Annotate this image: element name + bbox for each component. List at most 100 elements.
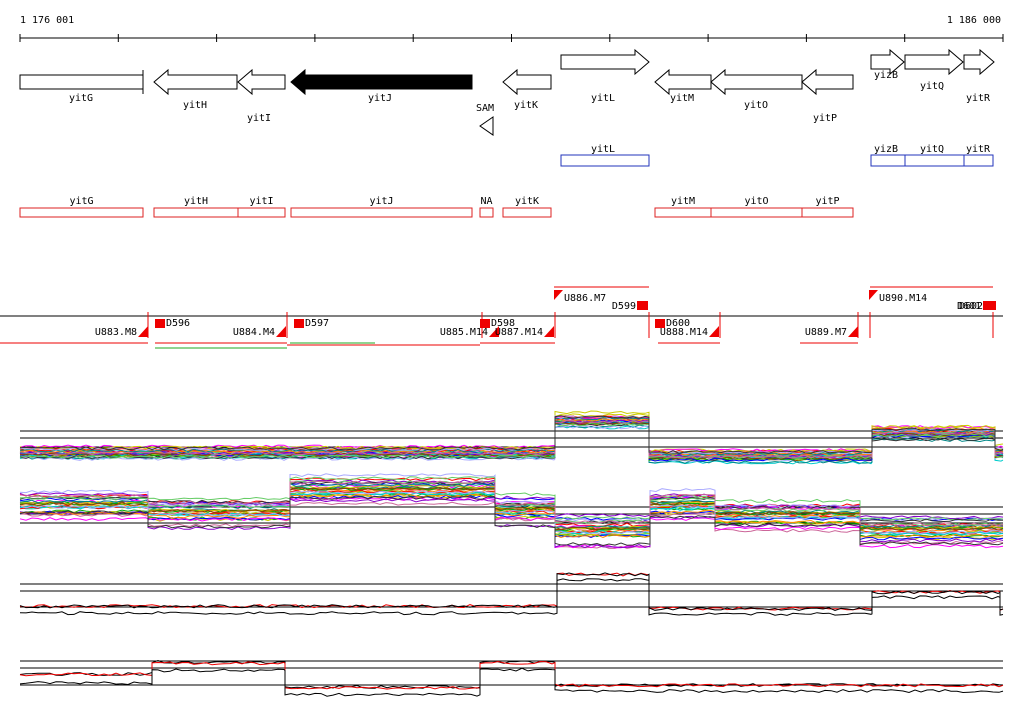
transcript-label: D599 <box>612 301 636 312</box>
expression-profile <box>19 419 1004 459</box>
transcript-label: U887.M14 <box>495 327 543 338</box>
transcript-label: D598 <box>491 318 515 329</box>
annotation-box <box>502 207 552 218</box>
annotation-label: yitG <box>69 196 93 207</box>
annotation-box <box>290 207 473 218</box>
gene-label: yitH <box>183 100 207 111</box>
transcript-label: U885.M14 <box>440 327 488 338</box>
gene-label: yitM <box>670 93 694 104</box>
transcript-label: D601 <box>957 301 981 312</box>
transcript-flag <box>848 326 858 337</box>
expression-profile <box>19 491 1004 536</box>
annotation-box <box>654 207 712 218</box>
transcript-marker <box>294 319 304 328</box>
gene-label: yitO <box>744 100 768 111</box>
transcript-label: U888.M14 <box>660 327 708 338</box>
expression-profile <box>19 495 1004 547</box>
expression-profile <box>19 501 1004 549</box>
transcript-label: U889.M7 <box>805 327 847 338</box>
gene-label: yizB <box>874 70 898 81</box>
gene-arrow <box>870 48 905 76</box>
gene-label: yitP <box>813 113 837 124</box>
gene-label: yitL <box>591 93 615 104</box>
terminator <box>479 116 494 136</box>
expression-profile <box>19 572 1004 612</box>
transcript-label: D597 <box>305 318 329 329</box>
operon-box <box>904 154 965 167</box>
expression-profile <box>19 480 1004 527</box>
annotation-label: yitM <box>671 196 695 207</box>
transcript-label: D596 <box>166 318 190 329</box>
transcript-marker <box>155 319 165 328</box>
expression-profile <box>19 660 1004 690</box>
gene-arrow <box>290 68 473 96</box>
transcript-label: D602 <box>959 301 983 312</box>
expression-profile <box>19 578 1004 616</box>
transcript-marker <box>480 319 490 328</box>
transcript-flag <box>554 290 563 300</box>
gene-arrow <box>502 68 552 96</box>
operon-box <box>870 154 906 167</box>
annotation-label: NA <box>480 196 492 207</box>
transcript-marker <box>637 301 648 310</box>
gene-label: SAM <box>476 103 494 114</box>
operon-label: yizB <box>874 144 898 155</box>
expression-profile <box>19 497 1004 549</box>
ruler-end: 1 186 000 <box>947 15 1001 26</box>
transcript-flag <box>709 326 719 337</box>
transcript-marker <box>983 301 996 310</box>
gene-arrow <box>801 68 854 96</box>
operon-label: yitL <box>591 144 615 155</box>
transcript-label: U884.M4 <box>233 327 275 338</box>
annotation-box <box>237 207 286 218</box>
ruler-start: 1 176 001 <box>20 15 74 26</box>
gene-label: yitG <box>69 93 93 104</box>
annotation-box <box>710 207 803 218</box>
expression-profile <box>19 415 1004 454</box>
expression-profile <box>19 422 1004 460</box>
gene-arrow <box>237 68 286 96</box>
transcript-label: U886.M7 <box>564 293 606 304</box>
transcript-flag <box>489 326 499 337</box>
annotation-box <box>801 207 854 218</box>
expression-profile <box>19 494 1004 541</box>
gene-arrow <box>560 48 650 76</box>
transcript-flag <box>138 326 148 337</box>
annotation-label: yitO <box>744 196 768 207</box>
gene-box <box>19 74 144 90</box>
operon-box <box>963 154 994 167</box>
annotation-label: yitK <box>515 196 539 207</box>
operon-label: yitQ <box>920 144 944 155</box>
transcript-flag <box>544 326 554 337</box>
annotation-label: yitI <box>249 196 273 207</box>
annotation-label: yitH <box>184 196 208 207</box>
annotation-box <box>479 207 494 218</box>
expression-profile <box>19 417 1004 456</box>
transcript-marker <box>655 319 665 328</box>
expression-profile <box>19 473 1004 523</box>
transcript-label: D600 <box>666 318 690 329</box>
annotation-box <box>153 207 239 218</box>
gene-label: yitQ <box>920 81 944 92</box>
annotation-box <box>19 207 144 218</box>
expression-profile <box>19 487 1004 532</box>
gene-label: yitR <box>966 93 991 104</box>
expression-profile <box>19 480 1004 527</box>
gene-label: yitK <box>514 100 538 111</box>
expression-profile <box>19 479 1004 520</box>
transcript-label: U883.M8 <box>95 327 137 338</box>
gene-label: yitJ <box>368 93 392 104</box>
expression-profile <box>19 490 1004 535</box>
gene-arrow <box>153 68 238 96</box>
expression-profile <box>19 667 1004 697</box>
gene-label: yitI <box>247 113 271 124</box>
transcript-flag <box>869 290 878 300</box>
transcript-flag <box>276 326 286 337</box>
operon-label: yitR <box>966 144 991 155</box>
expression-profile <box>20 493 1004 539</box>
annotation-label: yitJ <box>369 196 393 207</box>
operon-box <box>560 154 650 167</box>
transcript-label: U890.M14 <box>879 293 927 304</box>
